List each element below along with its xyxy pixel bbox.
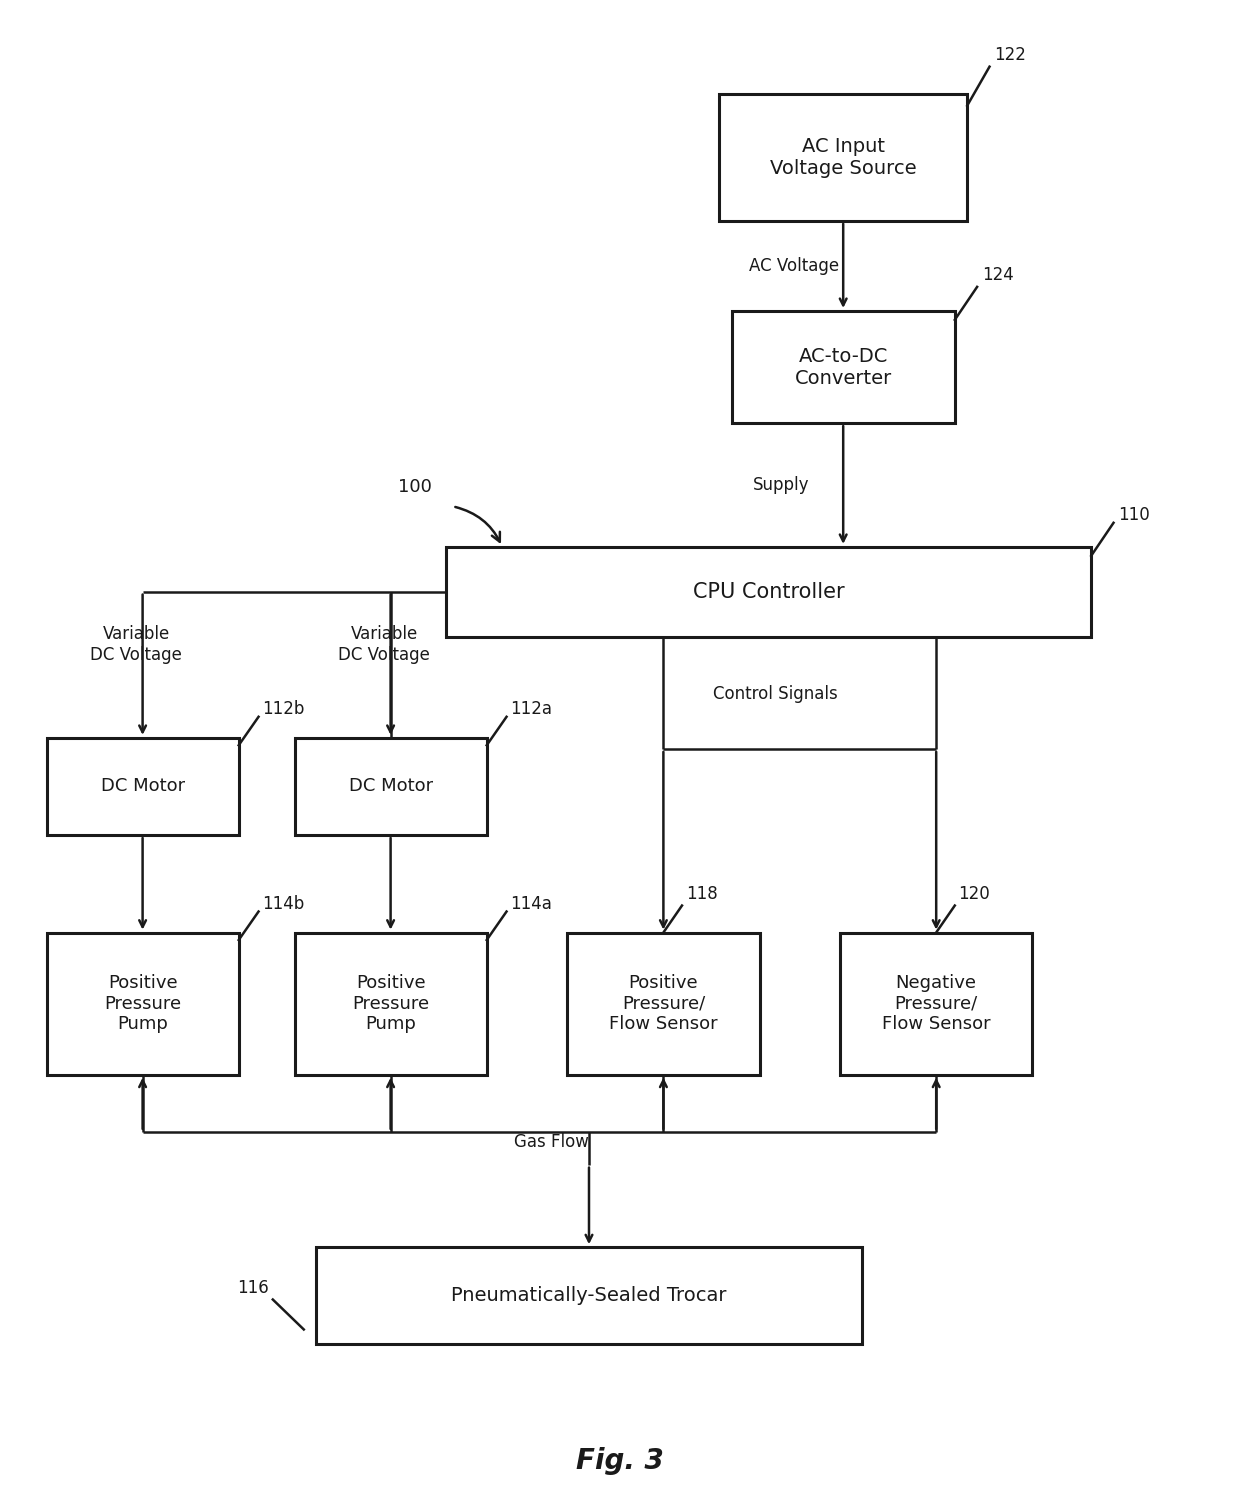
Text: Variable
DC Voltage: Variable DC Voltage xyxy=(91,626,182,664)
Bar xyxy=(47,932,238,1076)
Text: DC Motor: DC Motor xyxy=(100,777,185,795)
Text: 114b: 114b xyxy=(263,894,305,912)
Text: AC-to-DC
Converter: AC-to-DC Converter xyxy=(795,346,892,388)
Text: 110: 110 xyxy=(1118,506,1151,524)
Text: Positive
Pressure/
Flow Sensor: Positive Pressure/ Flow Sensor xyxy=(609,974,718,1034)
Text: DC Motor: DC Motor xyxy=(348,777,433,795)
Text: 114a: 114a xyxy=(511,894,552,912)
Text: Supply: Supply xyxy=(753,476,810,494)
Text: Control Signals: Control Signals xyxy=(713,685,837,703)
FancyArrowPatch shape xyxy=(455,506,500,542)
Text: Variable
DC Voltage: Variable DC Voltage xyxy=(339,626,430,664)
Bar xyxy=(568,932,759,1076)
Text: Fig. 3: Fig. 3 xyxy=(577,1447,663,1474)
Text: Pneumatically-Sealed Trocar: Pneumatically-Sealed Trocar xyxy=(451,1287,727,1305)
Text: 100: 100 xyxy=(398,478,433,496)
Text: AC Voltage: AC Voltage xyxy=(749,256,838,276)
Text: 116: 116 xyxy=(237,1278,269,1296)
Text: AC Input
Voltage Source: AC Input Voltage Source xyxy=(770,136,916,178)
Bar xyxy=(316,1246,862,1345)
Text: 118: 118 xyxy=(686,884,718,902)
Text: 112b: 112b xyxy=(263,700,305,719)
Text: Gas Flow: Gas Flow xyxy=(515,1132,589,1152)
Text: Positive
Pressure
Pump: Positive Pressure Pump xyxy=(104,974,181,1034)
Text: CPU Controller: CPU Controller xyxy=(693,581,844,602)
Text: Negative
Pressure/
Flow Sensor: Negative Pressure/ Flow Sensor xyxy=(882,974,991,1034)
Text: 122: 122 xyxy=(994,45,1027,63)
Bar xyxy=(47,737,238,836)
Bar xyxy=(295,737,486,836)
Text: 120: 120 xyxy=(959,884,991,902)
Bar xyxy=(732,312,955,422)
Bar xyxy=(719,93,967,220)
Text: Positive
Pressure
Pump: Positive Pressure Pump xyxy=(352,974,429,1034)
Bar xyxy=(446,547,1091,637)
Bar xyxy=(841,932,1033,1076)
Bar xyxy=(295,932,486,1076)
Text: 112a: 112a xyxy=(511,700,552,719)
Text: 124: 124 xyxy=(982,265,1014,285)
